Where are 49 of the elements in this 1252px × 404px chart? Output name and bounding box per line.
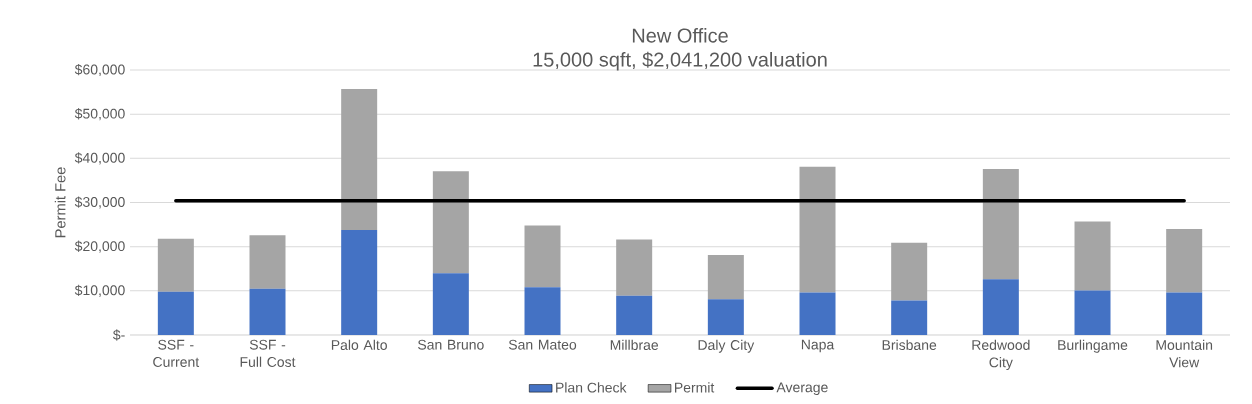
legend-label: Plan Check xyxy=(556,382,627,393)
bar xyxy=(249,235,286,289)
bar xyxy=(1074,290,1111,335)
bar xyxy=(1166,229,1203,293)
bar xyxy=(1166,292,1203,335)
x-tick-label: SSF - Full Cost xyxy=(240,339,296,367)
chart-title: New Office xyxy=(632,27,728,43)
bar xyxy=(707,299,744,335)
bar xyxy=(982,279,1019,335)
bar xyxy=(891,242,928,301)
x-tick-label: SSF - Current xyxy=(153,339,200,367)
y-axis-title: Permit Fee xyxy=(54,167,66,238)
bar xyxy=(616,295,653,335)
bar xyxy=(341,89,378,230)
x-tick-label: San Mateo xyxy=(508,339,577,350)
bar xyxy=(891,300,928,335)
x-tick-label: Burlingame xyxy=(1058,339,1128,353)
bar xyxy=(524,225,561,288)
y-tick-label: $- xyxy=(112,329,125,341)
y-tick-label: $50,000 xyxy=(74,108,125,121)
y-tick-label: $20,000 xyxy=(74,240,125,253)
bar xyxy=(157,238,194,292)
bar xyxy=(157,291,194,335)
chart-subtitle: 15,000 sqft, $2,041,200 valuation xyxy=(533,51,827,71)
bar xyxy=(982,168,1019,280)
x-tick-label: Daly City xyxy=(698,339,755,353)
bar xyxy=(616,239,653,296)
bar xyxy=(799,166,836,293)
bar xyxy=(524,287,561,335)
x-tick-label: Millbrae xyxy=(610,339,659,350)
y-tick-label: $10,000 xyxy=(74,284,125,297)
x-tick-label: Napa xyxy=(801,339,835,353)
legend-label: Permit xyxy=(675,382,715,393)
legend-label: Average xyxy=(776,382,828,396)
bar xyxy=(799,292,836,335)
y-tick-label: $30,000 xyxy=(74,196,125,209)
y-tick-label: $60,000 xyxy=(74,63,125,77)
bar xyxy=(249,288,286,335)
x-tick-label: Redwood City xyxy=(972,339,1030,371)
x-tick-label: Palo Alto xyxy=(331,339,387,350)
bar xyxy=(1074,221,1111,291)
bar xyxy=(432,171,469,274)
y-tick-label: $40,000 xyxy=(74,152,125,165)
x-tick-label: San Bruno xyxy=(418,339,484,350)
bar xyxy=(341,229,378,335)
x-tick-label: Mountain View xyxy=(1156,339,1213,368)
bar xyxy=(707,255,744,300)
x-tick-label: Brisbane xyxy=(882,339,937,350)
bar xyxy=(432,273,469,335)
